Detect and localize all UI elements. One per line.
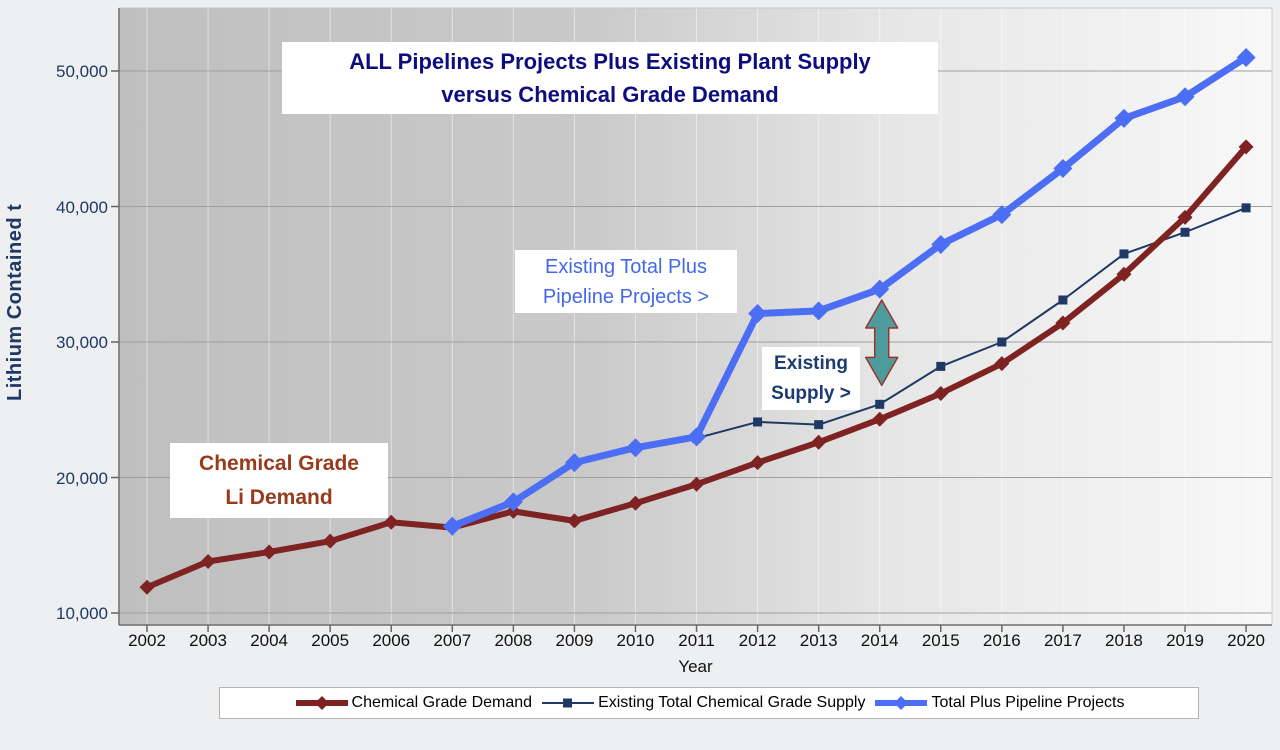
legend-label: Total Plus Pipeline Projects (931, 694, 1125, 711)
x-tick-label: 2018 (1105, 631, 1143, 650)
x-tick-label: 2005 (311, 631, 350, 650)
chart-title: ALL Pipelines Projects Plus Existing Pla… (282, 42, 938, 114)
legend-swatch (875, 696, 928, 710)
x-tick-label: 2009 (555, 631, 594, 650)
series-marker-chemical-grade-demand (322, 533, 338, 549)
x-tick-label: 2013 (799, 631, 838, 650)
series-marker-total-plus-pipeline-projects (809, 301, 829, 321)
chart-title-line1: ALL Pipelines Projects Plus Existing Pla… (349, 49, 871, 74)
series-marker-total-plus-pipeline-projects (687, 427, 707, 447)
series-marker-chemical-grade-demand (383, 514, 399, 530)
annotation-pipeline-line2: Pipeline Projects > (542, 285, 710, 308)
series-marker-existing-total-chemical-grade-supply (875, 399, 885, 409)
annotation-pipeline-projects: Existing Total Plus Pipeline Projects > (515, 250, 737, 313)
annotation-demand-line1: Chemical Grade (199, 451, 359, 475)
series-marker-chemical-grade-demand (1177, 209, 1193, 225)
annotation-chemical-grade-demand: Chemical Grade Li Demand (170, 443, 388, 518)
x-tick-label: 2010 (616, 631, 655, 650)
series-marker-total-plus-pipeline-projects (931, 234, 951, 254)
x-axis-title: Year (678, 657, 713, 676)
series-marker-total-plus-pipeline-projects (992, 205, 1012, 225)
x-tick-label: 2008 (494, 631, 533, 650)
series-marker-existing-total-chemical-grade-supply (1180, 227, 1190, 237)
series-marker-chemical-grade-demand (872, 411, 888, 427)
x-tick-label: 2020 (1227, 631, 1265, 650)
series-marker-chemical-grade-demand (139, 579, 155, 595)
series-marker-chemical-grade-demand (627, 495, 643, 511)
series-marker-chemical-grade-demand (1238, 139, 1254, 155)
series-marker-existing-total-chemical-grade-supply (1241, 203, 1251, 213)
x-tick-label: 2014 (860, 631, 899, 650)
x-tick-label: 2019 (1166, 631, 1204, 650)
chart-title-line2: versus Chemical Grade Demand (441, 82, 779, 107)
annotation-existing-line2: Supply > (771, 382, 851, 404)
series-marker-chemical-grade-demand (811, 434, 827, 450)
series-marker-chemical-grade-demand (1055, 315, 1071, 331)
comparison-arrow (864, 299, 899, 387)
series-marker-chemical-grade-demand (261, 544, 277, 560)
legend-item-total-plus-pipeline-projects: Total Plus Pipeline Projects (873, 694, 1124, 712)
x-tick-label: 2016 (982, 631, 1021, 650)
legend: Chemical Grade Demand Existing Total Che… (219, 687, 1199, 719)
x-tick-label: 2003 (189, 631, 227, 650)
y-tick-label: 20,000 (56, 468, 108, 488)
y-tick-label: 50,000 (56, 62, 108, 81)
series-marker-chemical-grade-demand (933, 385, 949, 401)
x-tick-label: 2007 (433, 631, 472, 650)
series-marker-chemical-grade-demand (1116, 266, 1132, 282)
x-tick-label: 2017 (1043, 631, 1082, 650)
y-tick-label: 40,000 (56, 197, 108, 217)
series-marker-total-plus-pipeline-projects (1114, 108, 1134, 128)
series-marker-total-plus-pipeline-projects (1053, 159, 1073, 179)
series-marker-chemical-grade-demand (750, 455, 766, 471)
x-tick-label: 2004 (250, 631, 289, 650)
series-marker-existing-total-chemical-grade-supply (753, 417, 763, 427)
annotation-existing-supply: Existing Supply > (762, 347, 860, 410)
x-tick-label: 2015 (921, 631, 960, 650)
series-marker-chemical-grade-demand (994, 356, 1010, 372)
series-marker-existing-total-chemical-grade-supply (814, 420, 824, 430)
legend-label: Chemical Grade Demand (351, 694, 533, 711)
annotation-demand-line2: Li Demand (225, 485, 333, 509)
x-tick-label: 2011 (678, 631, 715, 650)
series-marker-total-plus-pipeline-projects (564, 453, 584, 473)
y-tick-label: 30,000 (56, 333, 108, 352)
y-tick-label: 10,000 (56, 604, 108, 623)
x-tick-label: 2006 (372, 631, 411, 650)
x-tick-label: 2012 (738, 631, 777, 650)
series-line-total-plus-pipeline-projects (448, 53, 1250, 530)
legend-label: Existing Total Chemical Grade Supply (598, 694, 866, 711)
legend-item-existing-total-chemical-grade-supply: Existing Total Chemical Grade Supply (540, 694, 865, 712)
legend-item-chemical-grade-demand: Chemical Grade Demand (294, 694, 533, 712)
annotation-existing-line1: Existing (774, 352, 848, 374)
series-marker-total-plus-pipeline-projects (503, 492, 523, 512)
series-marker-chemical-grade-demand (566, 513, 582, 529)
legend-swatch (542, 698, 595, 708)
annotation-pipeline-line1: Existing Total Plus (545, 255, 707, 278)
series-marker-chemical-grade-demand (689, 476, 705, 492)
series-marker-total-plus-pipeline-projects (870, 279, 890, 299)
series-marker-existing-total-chemical-grade-supply (1058, 295, 1068, 305)
series-marker-chemical-grade-demand (200, 554, 216, 570)
series-marker-existing-total-chemical-grade-supply (936, 361, 946, 371)
series-marker-total-plus-pipeline-projects (1236, 47, 1256, 67)
series-marker-existing-total-chemical-grade-supply (997, 337, 1007, 347)
x-tick-label: 2002 (128, 631, 166, 650)
series-marker-total-plus-pipeline-projects (748, 304, 768, 324)
series-marker-total-plus-pipeline-projects (625, 438, 645, 458)
legend-swatch (295, 696, 348, 710)
series-marker-total-plus-pipeline-projects (1175, 87, 1195, 107)
series-marker-existing-total-chemical-grade-supply (1119, 249, 1129, 259)
series-marker-total-plus-pipeline-projects (442, 516, 462, 536)
